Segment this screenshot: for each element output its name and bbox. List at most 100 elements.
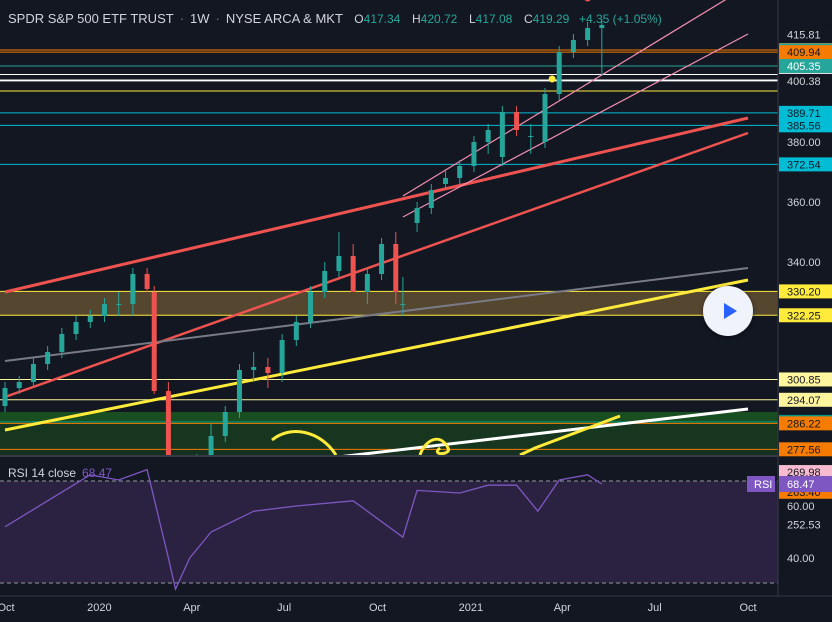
time-axis[interactable]: [0, 596, 832, 622]
rsi-series: [4, 468, 603, 592]
candle-body: [400, 304, 406, 305]
candle-body: [542, 94, 548, 142]
rsi-line: [4, 468, 603, 592]
replay-button[interactable]: [703, 286, 753, 336]
price-label-bg: [779, 58, 832, 73]
candle-body: [393, 244, 399, 292]
price-label: 277.56: [787, 444, 821, 456]
candle-body: [570, 40, 576, 52]
candle-body: [45, 352, 51, 364]
main-pane[interactable]: [0, 0, 778, 622]
time-tick-label: Apr: [554, 602, 571, 614]
candle-body: [2, 388, 8, 406]
rsi-value: 68.47: [82, 466, 113, 480]
rsi-value-label: 68.47: [787, 479, 815, 491]
change-value: +4.35 (+1.05%): [578, 12, 662, 26]
price-label: 330.20: [787, 286, 821, 298]
candle-body: [222, 412, 228, 436]
freehand-drawings: [271, 414, 621, 455]
candle-body: [144, 274, 150, 289]
price-label: 286.22: [787, 418, 821, 430]
freehand-arc: [418, 437, 450, 455]
price-label-bg: [779, 465, 832, 480]
price-label-bg: [779, 45, 832, 60]
price-zone: [0, 412, 778, 424]
candle-body: [73, 322, 79, 334]
price-zone: [0, 291, 778, 316]
candle-body: [414, 208, 420, 223]
candle-body: [599, 25, 605, 28]
freehand-arc: [271, 430, 338, 455]
candle-body: [293, 322, 299, 340]
candlestick-series: [2, 19, 605, 455]
candle-body: [471, 142, 477, 166]
rsi-tick-label: 60.00: [787, 501, 815, 513]
candle-body: [350, 256, 356, 292]
interval: 1W: [190, 11, 210, 26]
price-label: 322.25: [787, 310, 821, 322]
candle-body: [308, 292, 314, 322]
price-label: 415.81: [787, 30, 821, 42]
price-label: 409.94: [787, 47, 821, 59]
horizontal-levels: [0, 49, 778, 450]
open-label: O: [354, 12, 364, 26]
price-label: 300.85: [787, 374, 821, 386]
close-value: 419.29: [532, 12, 570, 26]
time-axis-labels: Oct 2020 Apr Jul Oct 2021 Apr Jul Oct: [0, 602, 757, 614]
time-tick-label: Oct: [0, 602, 15, 614]
price-label: 400.38: [787, 76, 821, 88]
trendline: [402, 33, 749, 218]
candle-body: [279, 340, 285, 373]
candle-body: [30, 364, 36, 382]
price-label-bg: [779, 157, 832, 172]
price-label: 405.35: [787, 61, 821, 73]
price-label: 380.00: [787, 137, 821, 149]
price-label: 372.54: [787, 159, 821, 171]
time-tick-label: Oct: [739, 602, 756, 614]
candle-body: [457, 166, 463, 178]
candle-body: [379, 244, 385, 274]
price-label-bg: [779, 135, 832, 149]
time-tick-label: 2020: [87, 602, 111, 614]
candle-body: [130, 274, 136, 304]
time-tick-label: Jul: [648, 602, 662, 614]
pattern-marker: [548, 75, 556, 83]
candle-body: [101, 304, 107, 316]
price-label-bg: [779, 27, 832, 42]
price-label-bg: [779, 284, 832, 299]
trendline: [342, 407, 749, 455]
trendline: [4, 278, 749, 432]
price-label-bg: [779, 442, 832, 457]
rsi-tag-bg: [747, 475, 775, 492]
price-label-bg: [779, 392, 832, 407]
price-label-bg: [779, 517, 832, 532]
candle-body: [499, 112, 505, 157]
candle-body: [514, 112, 520, 130]
trendline: [402, 0, 727, 197]
rsi-legend[interactable]: RSI 14 close 68.47: [8, 466, 112, 480]
candle-body: [116, 304, 122, 305]
candle-body: [443, 178, 449, 184]
time-tick-label: 2021: [459, 602, 483, 614]
freehand-arrow: [519, 414, 621, 455]
exchange: NYSE ARCA & MKT: [225, 11, 343, 26]
horizontal-zones: [0, 291, 778, 455]
price-label: 294.07: [787, 395, 821, 407]
trendline: [4, 267, 749, 362]
candle-body: [428, 190, 434, 208]
symbol-legend[interactable]: SPDR S&P 500 ETF TRUST · 1W · NYSE ARCA & MK…: [8, 11, 662, 26]
close-label: C: [523, 12, 533, 26]
rsi-pane[interactable]: [0, 468, 778, 592]
candle-body: [208, 436, 214, 455]
price-axis-labels: 416.34415.81410.65410.54409.94405.35400.…: [779, 25, 832, 532]
rsi-title: RSI 14 close: [8, 466, 77, 480]
trendline: [4, 116, 749, 294]
time-tick-label: Oct: [369, 602, 386, 614]
candle-body: [364, 274, 370, 292]
candle-body: [528, 136, 534, 137]
price-tick-label: 360.00: [787, 197, 821, 209]
price-label-bg: [779, 73, 832, 88]
symbol-name: SPDR S&P 500 ETF TRUST: [8, 11, 174, 26]
price-label-bg: [779, 416, 832, 431]
